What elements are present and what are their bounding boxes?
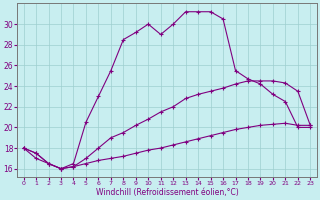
- X-axis label: Windchill (Refroidissement éolien,°C): Windchill (Refroidissement éolien,°C): [96, 188, 238, 197]
